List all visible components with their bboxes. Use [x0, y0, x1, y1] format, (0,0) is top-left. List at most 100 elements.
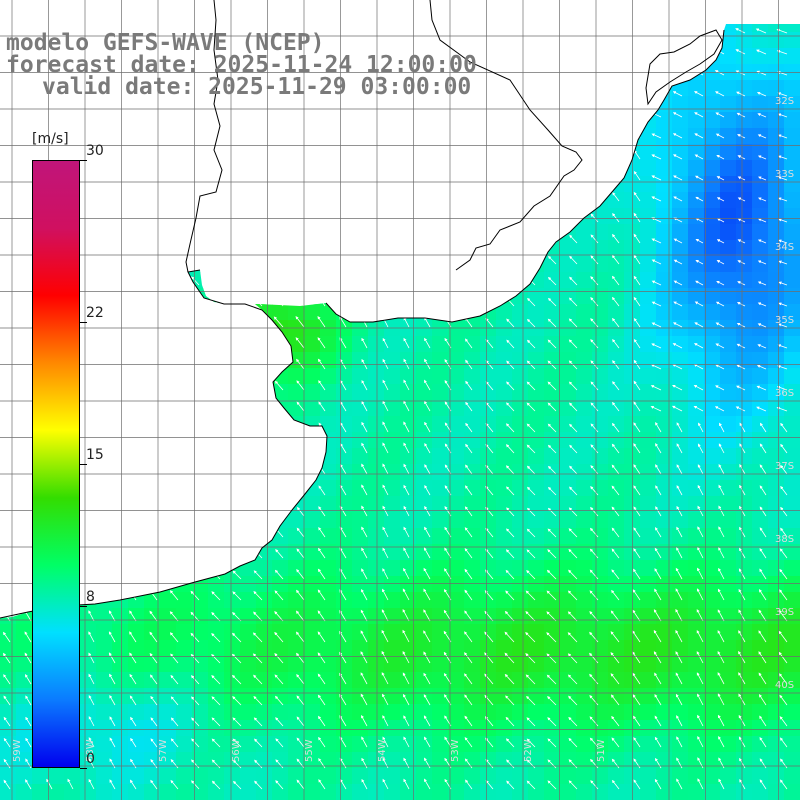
wind-cell: [400, 224, 417, 241]
wind-arrow: [424, 254, 431, 265]
wind-cell: [720, 416, 737, 433]
wind-arrow: [275, 486, 284, 496]
wind-cell: [320, 256, 337, 273]
wind-arrow: [526, 423, 536, 433]
wind-cell: [208, 544, 225, 561]
wind-cell: [240, 288, 257, 305]
wind-cell: [640, 400, 657, 417]
wind-cell: [416, 336, 433, 353]
wind-cell: [496, 32, 513, 49]
wind-cell: [240, 400, 257, 417]
wind-arrow: [755, 28, 767, 34]
wind-cell: [528, 592, 545, 609]
wind-cell: [368, 336, 385, 353]
wind-cell: [320, 512, 337, 529]
wind-arrow: [714, 70, 725, 76]
wind-cell: [720, 112, 737, 129]
wind-arrow: [149, 422, 158, 433]
wind-cell: [336, 24, 353, 33]
wind-cell: [416, 592, 433, 609]
wind-cell: [352, 352, 369, 369]
wind-cell: [160, 0, 177, 17]
wind-arrow: [382, 442, 389, 454]
wind-cell: [640, 640, 657, 657]
wind-cell: [656, 0, 673, 17]
wind-cell: [576, 304, 593, 321]
wind-cell: [128, 656, 145, 673]
wind-cell: [672, 448, 689, 465]
wind-cell: [672, 272, 689, 289]
wind-arrow: [526, 444, 536, 454]
wind-cell: [656, 656, 673, 673]
wind-cell: [224, 576, 241, 593]
wind-arrow: [485, 254, 494, 265]
wind-cell: [160, 288, 177, 305]
wind-arrow: [253, 381, 263, 391]
wind-arrow: [590, 255, 599, 265]
wind-cell: [480, 640, 497, 657]
wind-cell: [224, 592, 241, 609]
wind-cell: [480, 80, 497, 97]
wind-arrow: [170, 338, 179, 349]
wind-cell: [400, 336, 417, 353]
wind-cell: [176, 448, 193, 465]
colorbar-tick: [80, 605, 87, 607]
wind-arrow: [232, 465, 242, 475]
wind-arrow: [547, 192, 557, 202]
wind-cell: [416, 640, 433, 657]
wind-cell: [448, 384, 465, 401]
wind-cell: [512, 688, 529, 705]
wind-cell: [608, 384, 625, 401]
wind-arrow: [170, 422, 179, 433]
wind-arrow: [150, 317, 158, 328]
wind-cell: [464, 112, 481, 129]
wind-cell: [752, 480, 769, 497]
wind-cell: [352, 432, 369, 449]
wind-arrow: [506, 486, 515, 496]
wind-cell: [768, 720, 785, 737]
wind-arrow: [318, 380, 326, 391]
wind-arrow: [318, 128, 326, 139]
wind-arrow: [547, 486, 557, 496]
wind-cell: [464, 672, 481, 689]
wind-cell: [704, 656, 721, 673]
wind-cell: [736, 32, 753, 49]
wind-cell: [448, 24, 465, 33]
wind-cell: [784, 144, 800, 161]
wind-cell: [496, 256, 513, 273]
wind-cell: [0, 576, 17, 593]
wind-arrow: [88, 400, 95, 412]
wind-arrow: [88, 232, 95, 244]
wind-arrow: [403, 400, 410, 412]
wind-cell: [368, 400, 385, 417]
wind-cell: [432, 400, 449, 417]
wind-arrow: [318, 401, 326, 412]
wind-cell: [480, 560, 497, 577]
wind-cell: [80, 640, 97, 657]
wind-cell: [512, 80, 529, 97]
wind-cell: [80, 608, 97, 625]
wind-cell: [208, 720, 225, 737]
wind-arrow: [88, 190, 95, 202]
wind-arrow: [170, 255, 179, 265]
wind-cell: [112, 160, 129, 177]
wind-cell: [640, 144, 657, 161]
wind-cell: [432, 768, 449, 785]
wind-arrow: [318, 485, 326, 496]
wind-arrow: [129, 232, 137, 244]
wind-cell: [272, 352, 289, 369]
wind-cell: [640, 24, 657, 33]
wind-arrow: [296, 128, 305, 139]
wind-cell: [544, 24, 561, 33]
wind-cell: [512, 304, 529, 321]
wind-cell: [752, 496, 769, 513]
wind-cell: [224, 336, 241, 353]
wind-cell: [320, 608, 337, 625]
wind-cell: [0, 176, 17, 193]
wind-cell: [512, 608, 529, 625]
wind-cell: [592, 640, 609, 657]
wind-cell: [432, 272, 449, 289]
wind-cell: [672, 768, 689, 785]
wind-cell: [384, 240, 401, 257]
wind-arrow: [568, 297, 578, 307]
